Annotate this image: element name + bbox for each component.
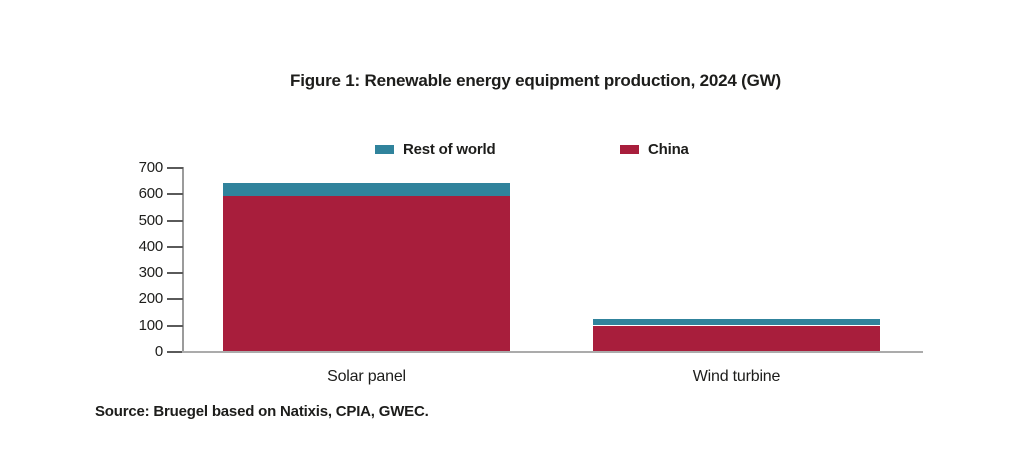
- legend-swatch-rest-of-world-icon: [375, 145, 394, 154]
- y-tick-0: [167, 351, 183, 353]
- y-tick-label-500: 500: [138, 211, 164, 229]
- y-tick-400: [167, 245, 183, 248]
- x-axis-line: [182, 351, 923, 353]
- y-tick-label-700: 700: [138, 159, 164, 176]
- y-tick-200: [167, 298, 183, 301]
- category-label-solar-panel: Solar panel: [327, 368, 406, 385]
- y-tick-600: [167, 193, 183, 196]
- legend-swatch-china-icon: [620, 145, 639, 154]
- y-axis-line: [182, 167, 184, 353]
- legend-item-rest-of-world: Rest of world: [375, 141, 496, 158]
- legend-item-china: China: [620, 141, 689, 158]
- figure-title: Figure 1: Renewable energy equipment pro…: [290, 71, 781, 90]
- y-tick-300: [167, 272, 183, 275]
- y-tick-label-100: 100: [138, 316, 164, 334]
- y-tick-label-0: 0: [154, 343, 163, 360]
- y-tick-700: [167, 167, 183, 169]
- y-tick-label-400: 400: [138, 237, 164, 255]
- y-tick-label-600: 600: [138, 185, 164, 203]
- y-tick-100: [167, 324, 183, 327]
- y-tick-500: [167, 219, 183, 222]
- legend-label-rest-of-world: Rest of world: [403, 141, 496, 158]
- bar-segment-china-solar-panel: [223, 196, 510, 351]
- y-tick-label-200: 200: [138, 290, 164, 308]
- bar-segment-rest-of-world-solar-panel: [223, 182, 510, 197]
- legend-label-china: China: [648, 141, 689, 158]
- source-note: Source: Bruegel based on Natixis, CPIA, …: [95, 403, 429, 420]
- bar-segment-china-wind-turbine: [593, 325, 880, 351]
- bar-segment-rest-of-world-wind-turbine: [593, 319, 880, 326]
- y-tick-label-300: 300: [138, 264, 164, 282]
- category-label-wind-turbine: Wind turbine: [692, 368, 781, 385]
